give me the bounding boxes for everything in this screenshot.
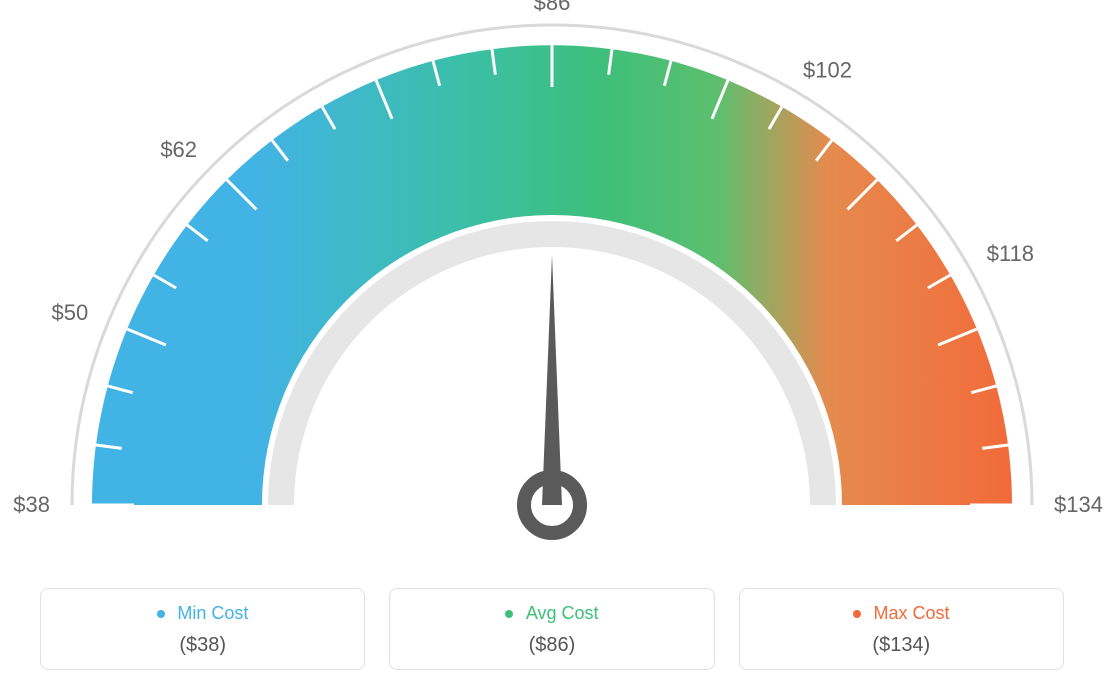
max-cost-card: Max Cost ($134) bbox=[739, 588, 1064, 670]
max-cost-dot bbox=[853, 610, 861, 618]
svg-text:$38: $38 bbox=[13, 492, 50, 517]
gauge-svg: $38 $50 $62 $86 $102 $118 $134 bbox=[0, 0, 1104, 560]
min-cost-label: Min Cost bbox=[177, 603, 248, 624]
svg-text:$118: $118 bbox=[987, 241, 1034, 266]
svg-text:$102: $102 bbox=[803, 57, 852, 82]
min-cost-value: ($38) bbox=[41, 634, 364, 657]
svg-text:$62: $62 bbox=[160, 137, 197, 162]
svg-text:$50: $50 bbox=[51, 300, 88, 325]
avg-cost-dot bbox=[505, 610, 513, 618]
avg-cost-value: ($86) bbox=[390, 634, 713, 657]
cost-gauge-chart: $38 $50 $62 $86 $102 $118 $134 bbox=[0, 0, 1104, 560]
svg-text:$134: $134 bbox=[1054, 492, 1103, 517]
max-cost-label: Max Cost bbox=[874, 603, 950, 624]
max-cost-value: ($134) bbox=[740, 634, 1063, 657]
min-cost-dot bbox=[157, 610, 165, 618]
avg-cost-label: Avg Cost bbox=[526, 603, 599, 624]
avg-cost-card: Avg Cost ($86) bbox=[389, 588, 714, 670]
min-cost-card: Min Cost ($38) bbox=[40, 588, 365, 670]
svg-text:$86: $86 bbox=[534, 0, 571, 15]
cost-cards-row: Min Cost ($38) Avg Cost ($86) Max Cost (… bbox=[40, 588, 1064, 670]
